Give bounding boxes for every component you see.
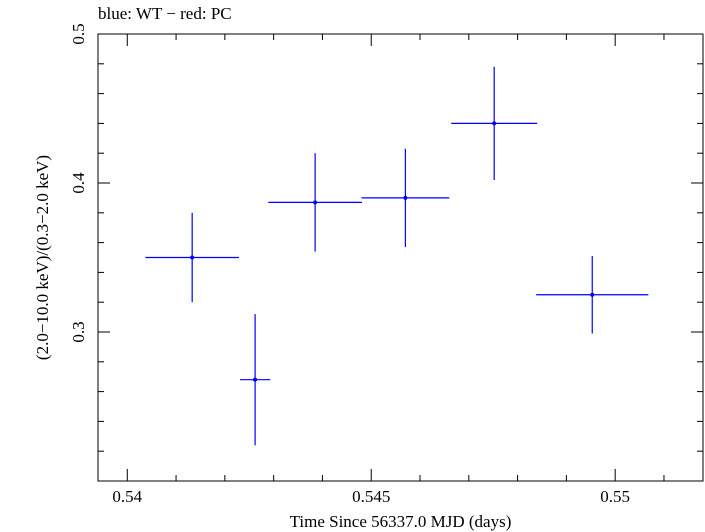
point-marker [190, 255, 195, 260]
y-tick-label: 0.4 [69, 172, 88, 194]
x-tick-label: 0.54 [112, 487, 142, 506]
data-point [361, 148, 450, 248]
point-marker [403, 195, 408, 200]
y-axis-label: (2.0−10.0 keV)/(0.3−2.0 keV) [33, 155, 52, 360]
data-point [451, 66, 538, 181]
data-point [239, 314, 271, 446]
x-tick-label: 0.545 [352, 487, 390, 506]
point-marker [590, 292, 595, 297]
chart-title: blue: WT − red: PC [98, 4, 232, 23]
y-tick-label: 0.5 [69, 23, 88, 44]
data-point [268, 153, 362, 252]
data-point [145, 212, 240, 303]
x-axis-label: Time Since 56337.0 MJD (days) [290, 512, 512, 531]
data-point [536, 256, 649, 334]
x-axis: 0.54 0.545 0.55 [112, 34, 665, 506]
y-tick-label: 0.3 [69, 321, 88, 342]
x-tick-label: 0.55 [600, 487, 630, 506]
data-series [145, 66, 649, 446]
point-marker [253, 377, 258, 382]
plot-frame [97, 33, 704, 482]
y-axis: 0.3 0.4 0.5 [69, 23, 703, 482]
point-marker [313, 200, 318, 205]
point-marker [492, 121, 497, 126]
